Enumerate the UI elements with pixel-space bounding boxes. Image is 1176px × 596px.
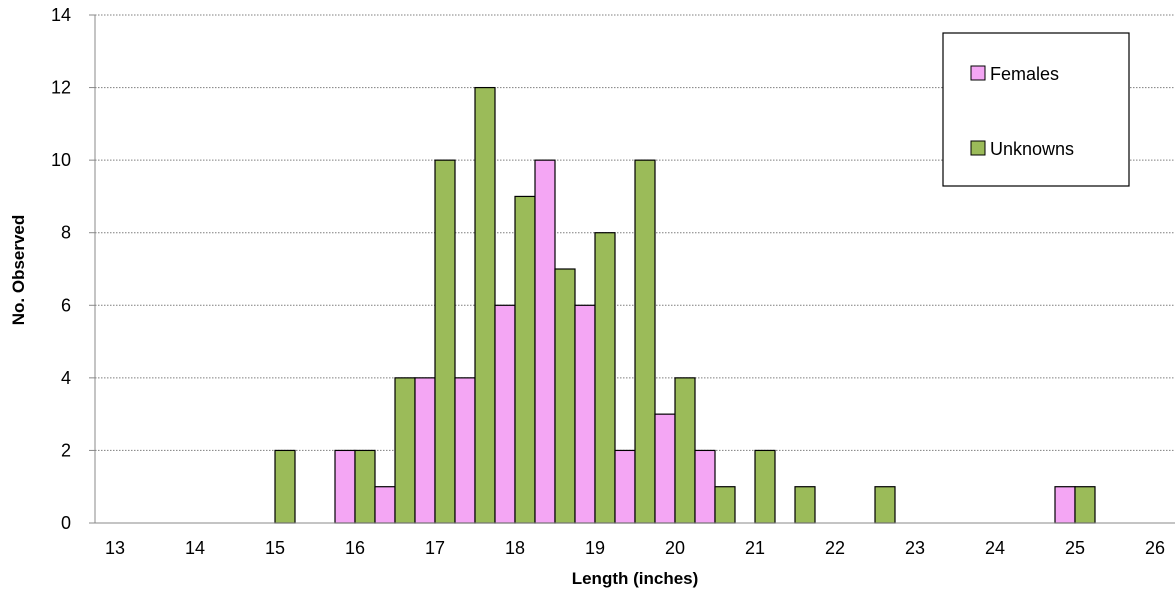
- x-tick-label: 22: [825, 538, 845, 558]
- y-tick-label: 6: [61, 295, 71, 315]
- bar-females: [574, 304, 596, 524]
- x-tick-label: 24: [985, 538, 1005, 558]
- bar-females: [454, 377, 476, 524]
- x-tick-label: 19: [585, 538, 605, 558]
- bar-unknowns: [514, 195, 536, 524]
- bar-unknowns: [554, 268, 576, 524]
- bar-females: [1054, 486, 1076, 524]
- x-tick-label: 18: [505, 538, 525, 558]
- x-tick-label: 20: [665, 538, 685, 558]
- x-tick-label: 15: [265, 538, 285, 558]
- legend-label-females: Females: [990, 64, 1059, 84]
- bar-unknowns: [394, 377, 416, 524]
- legend-swatch-unknowns: [970, 140, 986, 156]
- legend: Females Unknowns: [942, 32, 1130, 187]
- legend-label-unknowns: Unknowns: [990, 139, 1074, 159]
- bar-unknowns: [714, 486, 736, 524]
- bar-unknowns: [354, 449, 376, 524]
- x-tick-label: 25: [1065, 538, 1085, 558]
- y-tick-label: 2: [61, 440, 71, 460]
- bars: [274, 86, 1096, 524]
- y-axis-title: No. Observed: [9, 215, 28, 326]
- y-tick-labels: 0 2 4 6 8 10 12 14: [51, 5, 95, 533]
- bar-unknowns: [674, 377, 696, 524]
- y-tick-label: 0: [61, 513, 71, 533]
- x-tick-labels: 13 14 15 16 17 18 19 20 21 22 23 24 25 26: [105, 538, 1165, 558]
- bar-unknowns: [474, 86, 496, 524]
- bar-females: [414, 377, 436, 524]
- y-tick-label: 14: [51, 5, 71, 25]
- bar-unknowns: [1074, 486, 1096, 524]
- x-tick-label: 23: [905, 538, 925, 558]
- y-tick-label: 4: [61, 368, 71, 388]
- bar-unknowns: [754, 449, 776, 524]
- y-tick-label: 8: [61, 223, 71, 243]
- x-axis-title: Length (inches): [572, 569, 699, 588]
- bar-females: [614, 449, 636, 524]
- bar-females: [374, 486, 396, 524]
- bar-females: [694, 449, 716, 524]
- bar-unknowns: [874, 486, 896, 524]
- y-tick-label: 12: [51, 78, 71, 98]
- bar-unknowns: [274, 449, 296, 524]
- y-tick-label: 10: [51, 150, 71, 170]
- axes: [94, 15, 1175, 524]
- x-tick-label: 14: [185, 538, 205, 558]
- x-tick-label: 17: [425, 538, 445, 558]
- bar-females: [494, 304, 516, 524]
- x-tick-label: 21: [745, 538, 765, 558]
- x-tick-label: 13: [105, 538, 125, 558]
- x-tick-label: 26: [1145, 538, 1165, 558]
- x-tick-label: 16: [345, 538, 365, 558]
- bar-females: [654, 413, 676, 524]
- legend-box: [942, 32, 1130, 187]
- bar-unknowns: [794, 486, 816, 524]
- bar-females: [334, 449, 356, 524]
- legend-swatch-females: [970, 65, 986, 81]
- bar-unknowns: [594, 232, 616, 524]
- bar-unknowns: [634, 159, 656, 524]
- bar-unknowns: [434, 159, 456, 524]
- bar-females: [534, 159, 556, 524]
